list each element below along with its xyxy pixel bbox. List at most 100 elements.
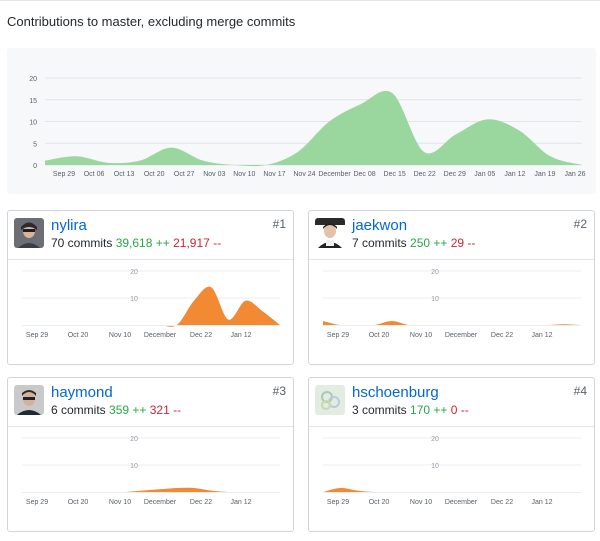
x-tick-label: Dec 15 xyxy=(384,171,406,178)
y-tick-label: 0 xyxy=(33,163,37,170)
x-tick-label: Oct 13 xyxy=(114,171,135,178)
commit-count[interactable]: 70 commits xyxy=(51,236,113,250)
contributor-chart: 10 20 Sep 29 Oct 20 Nov 10 December Dec 22 Jan … xyxy=(323,436,581,506)
x-tick-label: Jan 05 xyxy=(474,171,495,178)
additions-count: 170 ++ xyxy=(410,403,448,417)
top-divider xyxy=(0,0,600,1)
y-tick-label: 20 xyxy=(29,76,37,83)
commit-count[interactable]: 7 commits xyxy=(352,236,407,250)
contributor-stats: 3 commits 170 ++ 0 -- xyxy=(352,403,469,417)
deletions-count: 0 -- xyxy=(450,403,469,417)
additions-count: 39,618 ++ xyxy=(115,236,170,250)
x-tick-label: Jan 12 xyxy=(531,332,552,339)
additions-count: 250 ++ xyxy=(410,236,448,250)
y-tick-label: 10 xyxy=(130,463,138,470)
x-tick-label: Dec 22 xyxy=(190,332,212,339)
contributor-header: hschoenburg 3 commits 170 ++ 0 -- #4 xyxy=(309,378,594,427)
contributor-username[interactable]: jaekwon xyxy=(352,217,408,234)
contributor-stats: 6 commits 359 ++ 321 -- xyxy=(51,403,181,417)
contributor-stats: 70 commits 39,618 ++ 21,917 -- xyxy=(51,236,221,250)
deletions-count: 321 -- xyxy=(149,403,182,417)
x-tick-label: Dec 08 xyxy=(353,171,375,178)
contributor-rank: #1 xyxy=(272,217,286,231)
x-tick-label: Dec 22 xyxy=(190,499,212,506)
contributor-card-3: haymond 6 commits 359 ++ 321 -- #3 10 20 S… xyxy=(7,377,294,532)
x-tick-label: Sep 29 xyxy=(327,499,349,506)
avatar[interactable] xyxy=(14,385,44,415)
contributor-header: haymond 6 commits 359 ++ 321 -- #3 xyxy=(8,378,293,427)
x-tick-label: Jan 12 xyxy=(230,332,251,339)
y-tick-label: 10 xyxy=(29,120,37,127)
y-tick-label: 10 xyxy=(431,463,439,470)
x-tick-label: Dec 22 xyxy=(414,171,436,178)
x-tick-label: Nov 10 xyxy=(109,499,131,506)
x-tick-label: Oct 20 xyxy=(68,499,89,506)
contributor-area xyxy=(323,320,581,326)
contributor-chart: 10 20 Sep 29 Oct 20 Nov 10 December Dec 22 Jan … xyxy=(323,269,581,339)
deletions-count: 21,917 -- xyxy=(173,236,222,250)
x-tick-label: Nov 10 xyxy=(410,332,432,339)
y-tick-label: 10 xyxy=(130,296,138,303)
commit-count[interactable]: 6 commits xyxy=(51,403,106,417)
avatar[interactable] xyxy=(315,218,345,248)
x-tick-label: December xyxy=(318,171,351,178)
deletions-count: 29 -- xyxy=(450,236,476,250)
x-tick-label: Sep 29 xyxy=(26,499,48,506)
contributor-card-2: jaekwon 7 commits 250 ++ 29 -- #2 10 20 Se… xyxy=(308,210,595,365)
contributor-rank: #3 xyxy=(272,384,286,398)
y-tick-label: 15 xyxy=(29,98,37,105)
contributor-chart: 10 20 Sep 29 Oct 20 Nov 10 December Dec 22 Jan … xyxy=(22,269,280,339)
x-tick-label: Jan 12 xyxy=(504,171,525,178)
contributor-chart: 10 20 Sep 29 Oct 20 Nov 10 December Dec 22 Jan … xyxy=(22,436,280,506)
avatar[interactable] xyxy=(315,385,345,415)
contributor-area xyxy=(22,487,280,493)
x-tick-label: Oct 20 xyxy=(369,332,390,339)
y-tick-label: 10 xyxy=(431,296,439,303)
x-tick-label: Jan 12 xyxy=(230,499,251,506)
contributions-chart: 0 5 10 15 20 Sep 29 Oct 06 Oct 13 Oct 20 Oct 27 No… xyxy=(7,48,596,194)
contributor-card-1: nylira 70 commits 39,618 ++ 21,917 -- #1… xyxy=(7,210,294,365)
contributions-area xyxy=(45,90,582,167)
y-tick-label: 20 xyxy=(431,269,439,276)
x-tick-label: Dec 29 xyxy=(444,171,466,178)
additions-count: 359 ++ xyxy=(109,403,147,417)
x-tick-label: December xyxy=(445,499,478,506)
x-tick-label: Oct 20 xyxy=(144,171,165,178)
contributor-header: jaekwon 7 commits 250 ++ 29 -- #2 xyxy=(309,211,594,260)
commit-count[interactable]: 3 commits xyxy=(352,403,407,417)
contributor-username[interactable]: nylira xyxy=(51,217,87,234)
contributor-username[interactable]: hschoenburg xyxy=(352,384,439,401)
x-tick-label: Jan 26 xyxy=(564,171,585,178)
y-tick-label: 20 xyxy=(130,436,138,443)
contributor-card-4: hschoenburg 3 commits 170 ++ 0 -- #4 10 2… xyxy=(308,377,595,532)
x-tick-label: Oct 27 xyxy=(174,171,195,178)
x-tick-label: Oct 20 xyxy=(68,332,89,339)
x-tick-label: Oct 20 xyxy=(369,499,390,506)
x-tick-label: Jan 19 xyxy=(534,171,555,178)
x-tick-label: December xyxy=(144,332,177,339)
contributor-username[interactable]: haymond xyxy=(51,384,113,401)
contributor-rank: #4 xyxy=(573,384,587,398)
contributor-header: nylira 70 commits 39,618 ++ 21,917 -- #1 xyxy=(8,211,293,260)
page-title: Contributions to master, excluding merge… xyxy=(7,14,296,29)
contributor-area xyxy=(22,286,280,327)
x-tick-label: Sep 29 xyxy=(327,332,349,339)
x-tick-label: December xyxy=(144,499,177,506)
x-tick-label: Nov 17 xyxy=(263,171,285,178)
x-tick-label: Jan 12 xyxy=(531,499,552,506)
x-tick-label: Oct 06 xyxy=(84,171,105,178)
contributor-stats: 7 commits 250 ++ 29 -- xyxy=(352,236,475,250)
x-tick-label: Dec 22 xyxy=(491,499,513,506)
x-tick-label: Nov 24 xyxy=(293,171,315,178)
y-tick-label: 20 xyxy=(431,436,439,443)
y-tick-label: 20 xyxy=(130,269,138,276)
x-tick-label: Sep 29 xyxy=(53,171,75,178)
contributor-rank: #2 xyxy=(573,217,587,231)
x-tick-label: Sep 29 xyxy=(26,332,48,339)
x-tick-label: Nov 10 xyxy=(410,499,432,506)
contributor-area xyxy=(323,487,581,493)
contributions-chart-svg: 0 5 10 15 20 Sep 29 Oct 06 Oct 13 Oct 20 Oct 27 No… xyxy=(29,76,585,178)
y-tick-label: 5 xyxy=(33,141,37,148)
x-tick-label: December xyxy=(445,332,478,339)
avatar[interactable] xyxy=(14,218,44,248)
